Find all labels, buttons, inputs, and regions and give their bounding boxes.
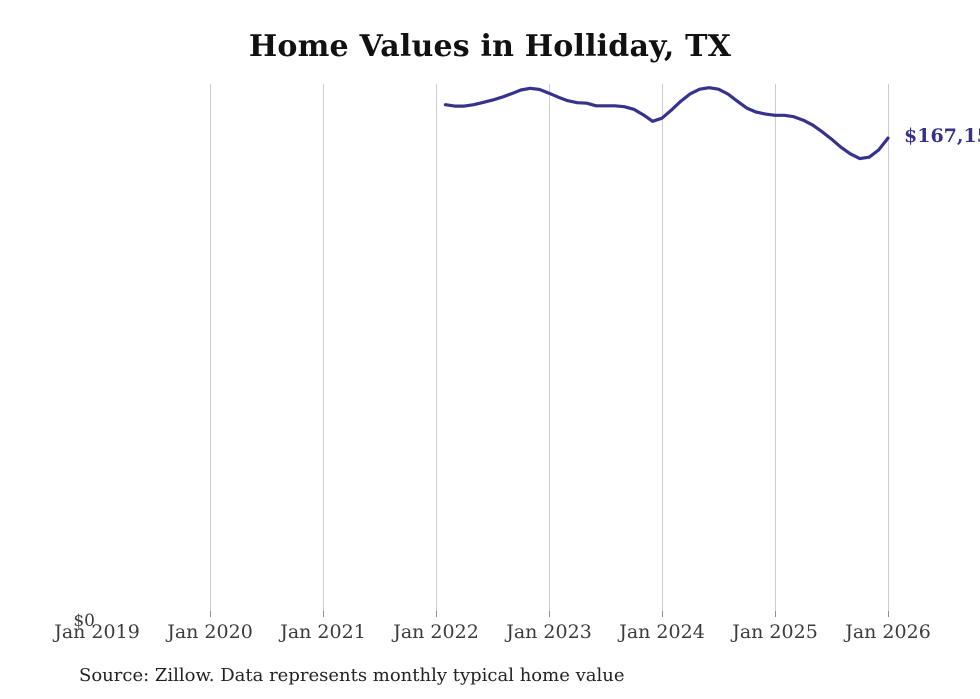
x-axis-label: Jan 2019 xyxy=(54,621,140,643)
home-value-line xyxy=(443,86,890,161)
x-axis-label: Jan 2021 xyxy=(280,621,366,643)
source-note: Source: Zillow. Data represents monthly … xyxy=(79,665,625,686)
x-axis-label: Jan 2026 xyxy=(845,621,931,643)
x-axis-label: Jan 2020 xyxy=(167,621,253,643)
x-axis-label: Jan 2024 xyxy=(619,621,705,643)
x-axis-label: Jan 2025 xyxy=(732,621,818,643)
chart-title: Home Values in Holliday, TX xyxy=(248,29,732,64)
x-axis-label: Jan 2023 xyxy=(506,621,592,643)
last-value-label: $167,157 xyxy=(904,125,980,147)
y-axis-zero-label: $0 xyxy=(73,611,95,631)
x-axis-label: Jan 2022 xyxy=(393,621,479,643)
